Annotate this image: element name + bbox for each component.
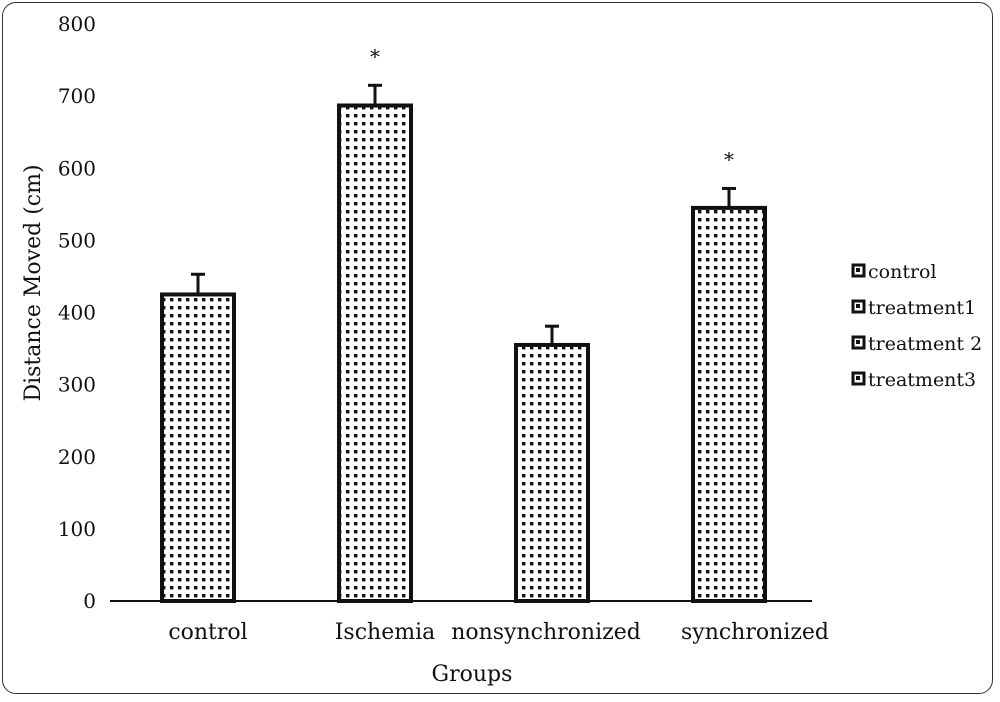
legend-swatch-dot (856, 304, 860, 308)
x-tick-label: control (168, 620, 247, 645)
y-axis-title: Distance Moved (cm) (21, 164, 46, 401)
significance-asterisk: * (370, 44, 380, 68)
bar-synchronized (691, 205, 767, 603)
legend: control treatment1 treatment 2 treatment3 (851, 261, 982, 391)
legend-label: treatment3 (868, 369, 976, 391)
y-tick-label: 800 (58, 12, 96, 36)
x-tick-label: synchronized (681, 620, 829, 645)
legend-swatch-dot (856, 268, 860, 272)
y-tick-label: 400 (58, 301, 96, 325)
y-tick-label: 200 (58, 445, 96, 469)
significance-marks: ** (370, 44, 734, 171)
y-tick-label: 500 (58, 228, 96, 252)
x-tick-label: nonsynchronized (451, 620, 641, 645)
bar-nonsynchronized (514, 342, 590, 603)
error-bars (191, 83, 736, 345)
legend-label: treatment1 (868, 297, 976, 319)
legend-label: treatment 2 (868, 333, 982, 355)
legend-swatch-dot (856, 376, 860, 380)
x-axis-title: Groups (432, 662, 513, 687)
x-axis-tick-labels: control Ischemia nonsynchronized synchroniz… (168, 620, 829, 645)
y-tick-label: 600 (58, 156, 96, 180)
bar-control (160, 292, 236, 603)
legend-label: control (868, 261, 937, 283)
significance-asterisk: * (724, 147, 734, 171)
y-tick-label: 300 (58, 373, 96, 397)
legend-swatch-dot (856, 340, 860, 344)
y-tick-label: 700 (58, 84, 96, 108)
bars (160, 103, 767, 603)
y-axis-ticks: 0 100 200 300 400 500 600 700 800 (58, 12, 96, 613)
y-tick-label: 0 (83, 589, 96, 613)
y-tick-label: 100 (58, 517, 96, 541)
x-tick-label: Ischemia (335, 620, 436, 645)
bar-ischemia (337, 103, 413, 603)
